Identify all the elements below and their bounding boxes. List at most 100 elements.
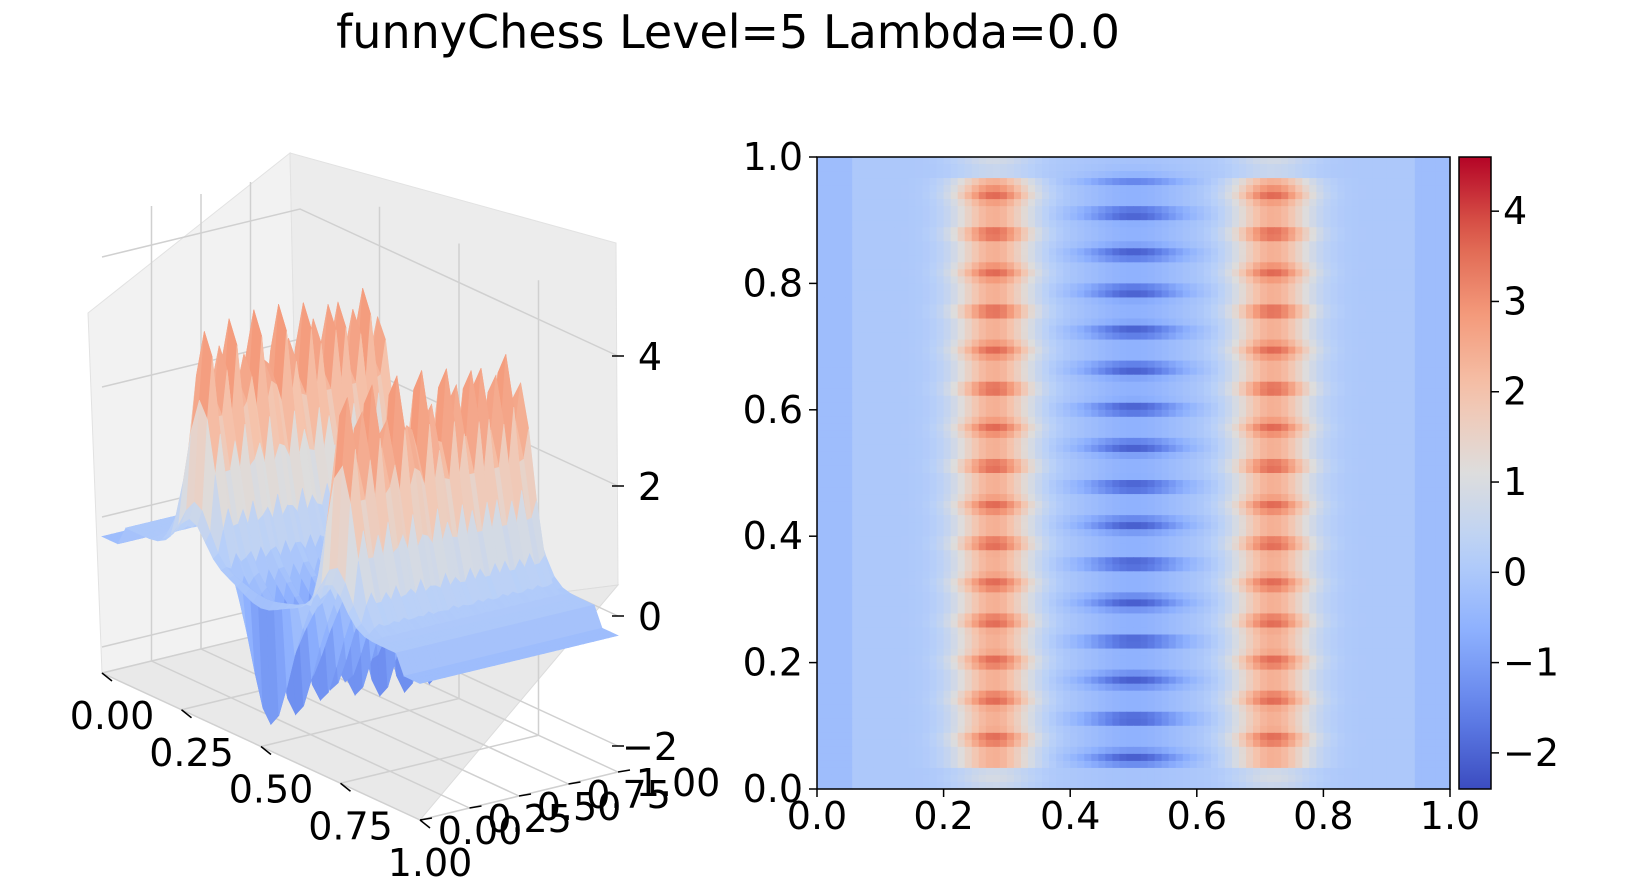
heatmap-cell bbox=[1070, 185, 1078, 193]
heatmap-cell bbox=[894, 353, 902, 362]
heatmap-cell bbox=[1196, 311, 1205, 320]
heatmap-cell bbox=[1224, 248, 1233, 256]
heatmap-cell bbox=[1358, 276, 1367, 284]
heatmap-cell bbox=[1253, 192, 1261, 200]
heatmap-cell bbox=[1196, 227, 1205, 235]
heatmap-cell bbox=[1154, 325, 1163, 334]
heatmap-cell bbox=[1393, 241, 1402, 249]
surface-mesh bbox=[101, 288, 619, 726]
heatmap-cell bbox=[1070, 311, 1078, 320]
heatmap-cell bbox=[1281, 262, 1289, 270]
heatmap-cell bbox=[901, 339, 910, 348]
heatmap-cell bbox=[1126, 332, 1135, 341]
heatmap-cell bbox=[1035, 339, 1043, 348]
heatmap-cell bbox=[964, 353, 973, 362]
heatmap-cell bbox=[1161, 164, 1170, 172]
heatmap-cell bbox=[859, 325, 867, 334]
heatmap-cell bbox=[1119, 164, 1128, 172]
heatmap-cell bbox=[943, 220, 952, 228]
heatmap-cell bbox=[859, 332, 867, 341]
heatmap-cell bbox=[859, 416, 867, 425]
heatmap-cell bbox=[929, 297, 938, 306]
heatmap-cell bbox=[1400, 157, 1409, 165]
heatmap-cell bbox=[1112, 206, 1121, 214]
heatmap-cell bbox=[1070, 199, 1078, 207]
heatmap-cell bbox=[1302, 339, 1310, 348]
heatmap-cell bbox=[1098, 381, 1106, 390]
heatmap-cell bbox=[1035, 283, 1043, 292]
heatmap-cell bbox=[1231, 213, 1240, 221]
heatmap-cell bbox=[1295, 360, 1303, 369]
heatmap-cell bbox=[1020, 227, 1029, 235]
heatmap-cell bbox=[1210, 241, 1219, 249]
heatmap-cell bbox=[1070, 227, 1078, 235]
heatmap-cell bbox=[1126, 360, 1135, 369]
heatmap-cell bbox=[1006, 290, 1015, 299]
heatmap-cell bbox=[1379, 206, 1388, 214]
heatmap-cell bbox=[1365, 325, 1374, 334]
heatmap-cell bbox=[1203, 381, 1212, 390]
heatmap-cell bbox=[852, 332, 860, 341]
heatmap-cell bbox=[978, 234, 987, 242]
heatmap-cell bbox=[1077, 157, 1085, 165]
heatmap-cell bbox=[1239, 353, 1247, 362]
heatmap-cell bbox=[1365, 220, 1374, 228]
heatmap-cell bbox=[1295, 325, 1303, 334]
heatmap-cell bbox=[873, 206, 881, 214]
heatmap-cell bbox=[1316, 388, 1324, 397]
heatmap-cell bbox=[845, 283, 853, 292]
heatmap-cell bbox=[1049, 381, 1057, 390]
heatmap-cell bbox=[1063, 234, 1071, 242]
heatmap-cell bbox=[1126, 367, 1135, 376]
heatmap-cell bbox=[1006, 381, 1015, 390]
heatmap-cell bbox=[957, 171, 966, 179]
heatmap-cell bbox=[1351, 241, 1360, 249]
heatmap-cell bbox=[992, 304, 1001, 313]
heatmap-cell bbox=[1189, 311, 1198, 320]
heatmap-cell bbox=[1274, 297, 1282, 306]
heatmap-cell bbox=[1013, 360, 1022, 369]
heatmap-cell bbox=[1182, 346, 1191, 355]
heatmap-cell bbox=[1098, 388, 1106, 397]
heatmap-cell bbox=[1168, 402, 1177, 411]
heatmap-cell bbox=[1358, 318, 1367, 327]
heatmap-cell bbox=[1295, 269, 1303, 277]
heatmap-cell bbox=[1161, 157, 1170, 165]
heatmap-cell bbox=[887, 199, 895, 207]
heatmap-cell bbox=[1210, 381, 1219, 390]
heatmap-cell bbox=[936, 304, 945, 313]
heatmap-cell bbox=[950, 241, 959, 249]
heatmap-cell bbox=[852, 206, 860, 214]
heatmap-cell bbox=[1077, 332, 1085, 341]
heatmap-cell bbox=[880, 395, 888, 404]
heatmap-cell bbox=[1435, 283, 1444, 292]
heatmap-cell bbox=[1351, 227, 1360, 235]
heatmap-cell bbox=[901, 262, 910, 270]
heatmap-cell bbox=[1189, 374, 1198, 383]
heatmap-cell bbox=[1119, 332, 1128, 341]
heatmap-cell bbox=[971, 164, 980, 172]
heatmap-cell bbox=[1112, 192, 1121, 200]
heatmap-cell bbox=[1260, 353, 1268, 362]
heatmap-cell bbox=[915, 164, 924, 172]
heatmap-cell bbox=[1020, 171, 1029, 179]
heatmap-cell bbox=[1323, 395, 1332, 404]
heatmap-cell bbox=[992, 164, 1001, 172]
heatmap-cell bbox=[922, 269, 931, 277]
heatmap-cell bbox=[1407, 192, 1416, 200]
heatmap-cell bbox=[915, 220, 924, 228]
heatmap-cell bbox=[1379, 164, 1388, 172]
heatmap-cell bbox=[1070, 388, 1078, 397]
heatmap-cell bbox=[1203, 213, 1212, 221]
heatmap-cell bbox=[1035, 164, 1043, 172]
heatmap-cell bbox=[1288, 283, 1296, 292]
heatmap-cell bbox=[824, 178, 832, 186]
heatmap-cell bbox=[908, 164, 917, 172]
heatmap-cell bbox=[1365, 157, 1374, 165]
heatmap-cell bbox=[1267, 255, 1275, 263]
heatmap-cell bbox=[1358, 339, 1367, 348]
heatmap-cell bbox=[1344, 402, 1353, 411]
heatmap-cell bbox=[992, 409, 1001, 418]
heatmap-cell bbox=[901, 276, 910, 284]
heatmap-cell bbox=[1386, 409, 1395, 418]
